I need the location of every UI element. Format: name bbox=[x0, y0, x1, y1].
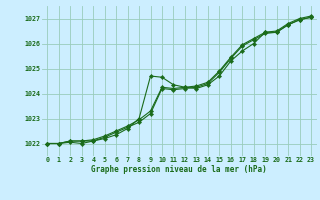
X-axis label: Graphe pression niveau de la mer (hPa): Graphe pression niveau de la mer (hPa) bbox=[91, 165, 267, 174]
